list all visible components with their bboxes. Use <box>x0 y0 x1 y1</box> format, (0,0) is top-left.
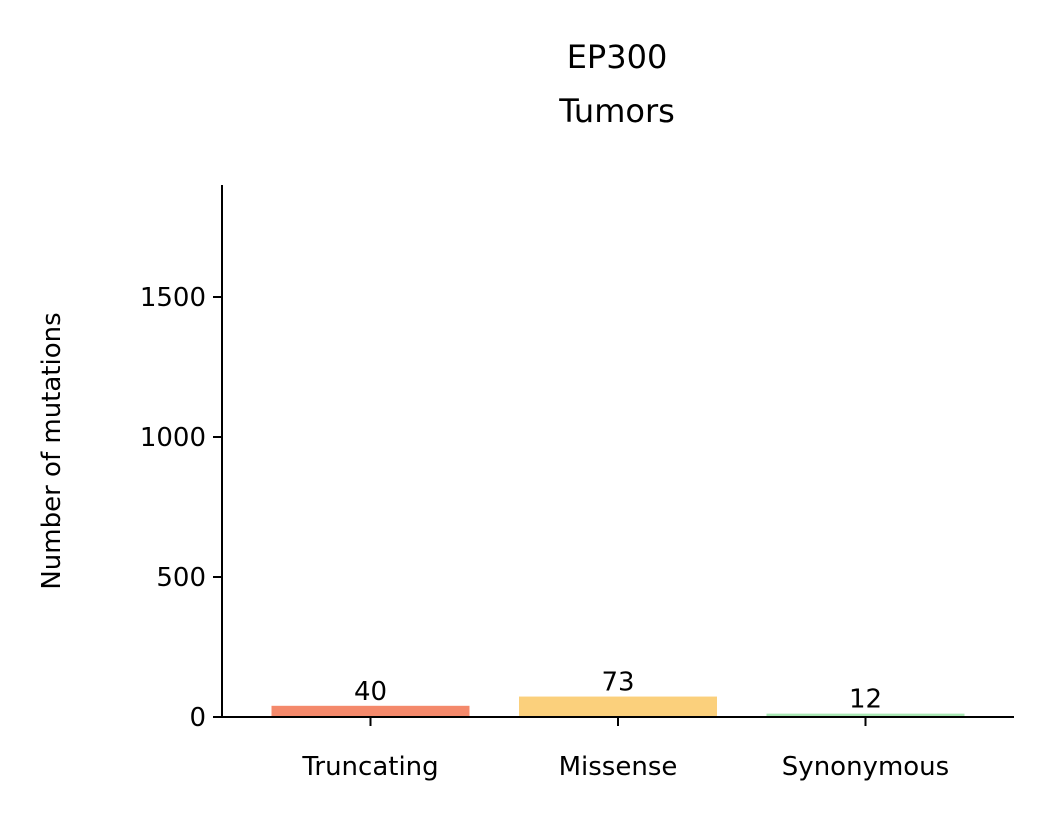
data-label-synonymous: 12 <box>849 685 882 715</box>
y-axis: 0 500 1000 1500 <box>140 185 223 733</box>
x-tick-label-synonymous: Synonymous <box>782 752 949 782</box>
y-tick-label: 1500 <box>140 283 206 313</box>
x-tick-label-truncating: Truncating <box>301 752 438 782</box>
x-axis: Truncating Missense Synonymous <box>222 716 1014 782</box>
y-tick-label: 500 <box>156 563 206 593</box>
y-tick-label: 1000 <box>140 423 206 453</box>
bar-missense <box>519 696 717 717</box>
data-labels-group: 40 73 12 <box>354 668 882 715</box>
chart-subtitle: Tumors <box>558 92 675 130</box>
data-label-missense: 73 <box>601 668 634 698</box>
bar-synonymous <box>766 713 965 717</box>
data-label-truncating: 40 <box>354 677 387 707</box>
chart-title: EP300 <box>567 38 668 76</box>
bars-group <box>271 696 965 717</box>
bar-truncating <box>271 705 470 717</box>
y-axis-label: Number of mutations <box>37 312 67 589</box>
y-tick-label: 0 <box>189 703 206 733</box>
x-tick-label-missense: Missense <box>559 752 678 782</box>
